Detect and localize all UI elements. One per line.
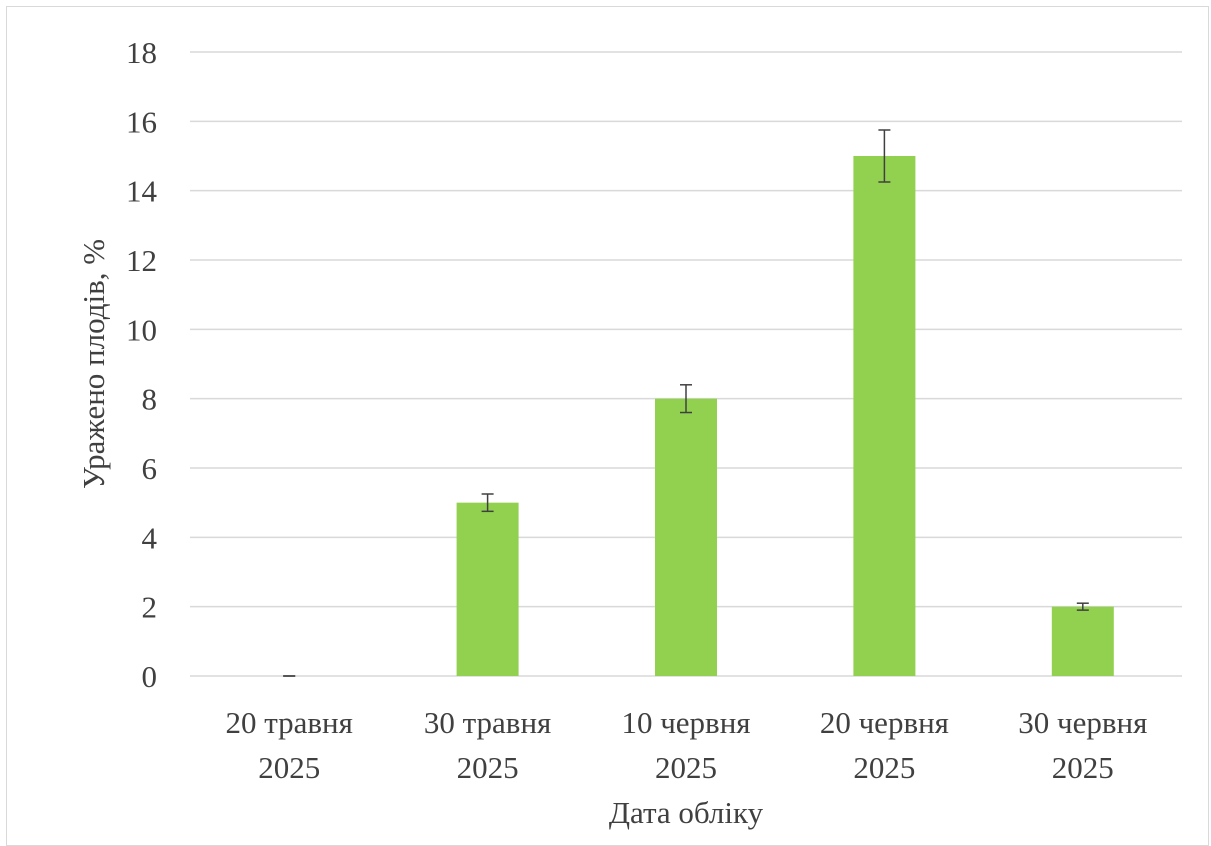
gridlines — [190, 51, 1182, 677]
x-tick-label: 10 червня 2025 — [621, 705, 750, 785]
y-tick-label: 10 — [126, 312, 157, 347]
y-tick-label: 6 — [142, 451, 158, 486]
y-tick-label: 0 — [142, 659, 158, 694]
y-tick-label: 8 — [142, 382, 158, 417]
x-tick-label: 30 травня 2025 — [424, 705, 551, 785]
chart-frame — [6, 6, 1209, 846]
y-tick-label: 18 — [126, 35, 157, 70]
y-axis-title: Уражено плодів, % — [76, 239, 111, 489]
error-bar — [878, 129, 891, 183]
bars — [456, 156, 1114, 676]
error-bars — [283, 129, 1089, 677]
error-bar — [1076, 602, 1089, 611]
bar — [655, 398, 717, 676]
bar — [1051, 606, 1114, 676]
x-tick-label: 20 травня 2025 — [225, 705, 352, 785]
y-tick-labels: 0 2 4 6 8 10 12 14 16 18 — [126, 35, 158, 694]
y-tick-label: 4 — [142, 520, 158, 555]
y-tick-label: 12 — [126, 243, 157, 278]
error-bar — [481, 493, 494, 513]
y-tick-label: 14 — [126, 174, 158, 209]
bar — [456, 502, 519, 676]
y-tick-label: 16 — [126, 104, 157, 139]
x-tick-labels: 20 травня 2025 30 травня 2025 10 червня 2025 2… — [225, 705, 1147, 785]
x-tick-label: 20 червня 2025 — [820, 705, 949, 785]
x-axis-title: Дата обліку — [609, 795, 764, 830]
y-tick-label: 2 — [142, 590, 158, 625]
bar — [853, 156, 916, 676]
x-tick-label: 30 червня 2025 — [1018, 705, 1147, 785]
error-bar — [680, 384, 692, 414]
